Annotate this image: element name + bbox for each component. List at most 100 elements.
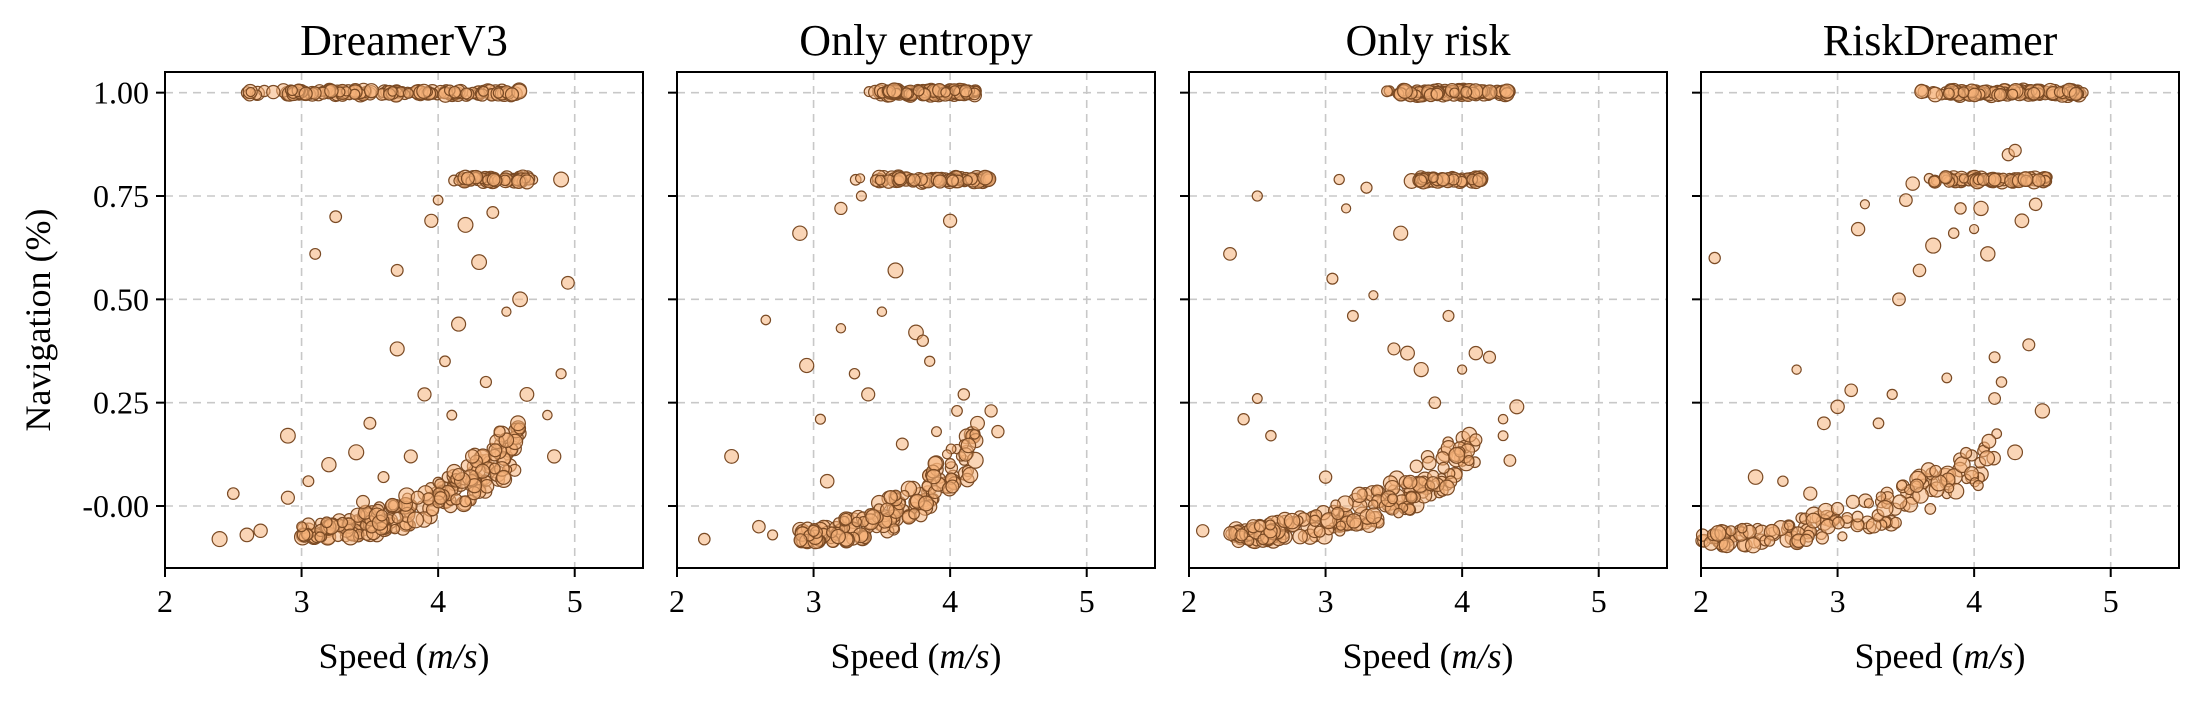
data-point (1925, 237, 1942, 254)
data-point (298, 86, 313, 101)
data-point (1456, 364, 1468, 375)
data-point (927, 455, 943, 472)
data-point (448, 85, 462, 99)
points-group (1695, 82, 2089, 554)
data-point (1815, 531, 1829, 545)
data-point (390, 263, 404, 277)
data-point (410, 490, 425, 505)
data-point (944, 458, 956, 470)
data-point (1875, 491, 1887, 502)
data-point (1912, 263, 1927, 278)
data-point (424, 213, 439, 228)
data-point (1973, 200, 1989, 217)
data-point (855, 190, 867, 202)
data-point (296, 521, 308, 533)
data-point (496, 469, 512, 485)
data-point (1799, 533, 1814, 547)
data-point (432, 194, 444, 206)
data-point (1360, 181, 1373, 194)
data-point (375, 509, 388, 522)
data-point (1346, 513, 1362, 529)
data-point (1402, 474, 1418, 490)
data-point (1437, 461, 1450, 475)
data-point (1463, 454, 1475, 467)
data-point (348, 444, 365, 461)
data-point (900, 87, 913, 100)
data-point (912, 84, 925, 97)
data-point (1959, 446, 1973, 460)
data-point (1947, 227, 1960, 239)
data-point (883, 490, 898, 505)
data-point (320, 516, 333, 529)
data-point (874, 174, 886, 186)
data-point (946, 174, 959, 187)
data-point (830, 528, 846, 545)
data-point (1968, 223, 1980, 235)
data-point (940, 87, 951, 98)
data-point (2006, 88, 2019, 100)
data-point (1460, 86, 1473, 99)
data-point (879, 502, 895, 518)
data-point (1264, 519, 1276, 531)
data-point (512, 291, 529, 308)
data-point (389, 523, 401, 535)
data-point (1509, 399, 1525, 415)
data-point (363, 416, 377, 430)
data-point (814, 413, 826, 425)
data-point (1448, 446, 1466, 464)
data-point (1718, 537, 1735, 554)
data-point (1747, 469, 1764, 485)
data-point (501, 306, 512, 317)
data-point (1235, 528, 1249, 542)
y-tick-label: 0.25 (93, 385, 149, 421)
data-point (1978, 450, 1996, 467)
axes-frame (1188, 71, 1668, 569)
data-point (1899, 193, 1913, 207)
data-point (1368, 290, 1379, 301)
data-point (851, 516, 863, 528)
data-point (1817, 502, 1835, 520)
data-point (1283, 512, 1301, 530)
data-point (1430, 87, 1444, 101)
data-point (1805, 512, 1822, 529)
data-point (389, 341, 405, 357)
y-tick-label: 1.00 (93, 75, 149, 111)
data-point (1318, 470, 1333, 484)
data-point (839, 512, 853, 526)
data-point (1830, 399, 1845, 415)
axes-frame (676, 71, 1156, 569)
data-point (1941, 372, 1953, 384)
data-point (555, 368, 567, 380)
data-point (1472, 172, 1487, 188)
data-point (931, 426, 942, 438)
data-point (1427, 172, 1439, 184)
data-point (924, 355, 936, 367)
data-point (402, 87, 414, 99)
x-tick-label: 4 (942, 583, 958, 619)
data-point (2031, 173, 2046, 188)
x-tick-label: 5 (1079, 583, 1095, 619)
data-point (2008, 143, 2022, 158)
data-point (1397, 83, 1413, 99)
data-point (916, 334, 930, 347)
data-point (493, 425, 506, 438)
data-point (2034, 403, 2051, 419)
data-point (970, 415, 985, 431)
data-point (471, 254, 488, 271)
data-point (2017, 171, 2034, 188)
data-point (1914, 84, 1930, 100)
data-point (1393, 507, 1404, 519)
data-point (848, 367, 861, 380)
data-point (416, 83, 432, 99)
data-point (321, 456, 337, 473)
data-point (724, 448, 740, 464)
data-point (1995, 376, 2008, 388)
data-point (1859, 199, 1871, 210)
x-tick-label: 4 (430, 583, 446, 619)
axes-frame (164, 71, 644, 569)
data-point (1393, 225, 1409, 241)
data-point (1340, 203, 1352, 214)
x-axis-label: Speed (m/s) (1855, 636, 2026, 676)
data-point (1791, 364, 1802, 375)
